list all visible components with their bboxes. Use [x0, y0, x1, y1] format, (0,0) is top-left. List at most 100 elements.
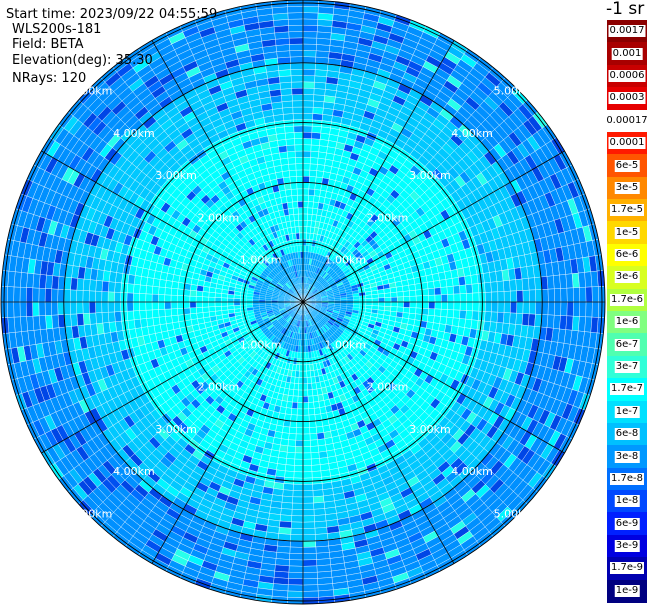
ppi-cell: [547, 301, 555, 316]
ppi-cell: [291, 515, 304, 523]
ppi-cell: [290, 528, 304, 535]
ppi-cell: [447, 301, 455, 311]
ppi-cell: [302, 389, 309, 397]
ppi-cell: [309, 420, 317, 428]
ppi-cell: [307, 395, 314, 403]
ppi-cell: [146, 317, 155, 327]
ppi-cell: [313, 502, 325, 510]
ppi-cell: [365, 294, 373, 299]
ppi-cell: [302, 458, 312, 466]
ppi-cell: [196, 312, 204, 319]
ppi-cell: [503, 280, 511, 292]
ppi-cell: [313, 508, 326, 516]
ppi-cell: [283, 483, 294, 491]
ppi-cell: [302, 138, 312, 146]
ppi-cell: [284, 125, 295, 134]
ppi-cell: [415, 289, 423, 297]
ppi-cell: [302, 188, 310, 196]
ppi-cell: [95, 290, 103, 303]
ppi-cell: [76, 289, 84, 303]
ppi-cell: [302, 414, 310, 422]
ppi-cell: [286, 144, 296, 152]
ppi-cell: [233, 305, 241, 310]
ppi-cell: [101, 301, 109, 313]
ppi-cell: [287, 207, 294, 216]
ppi-cell: [451, 317, 460, 327]
ppi-cell: [459, 284, 467, 294]
ppi-cell: [278, 527, 292, 535]
ppi-cell: [280, 508, 293, 516]
ppi-cell: [302, 352, 307, 359]
ppi-cell: [307, 383, 313, 391]
ppi-cell: [164, 308, 172, 317]
ppi-cell: [294, 150, 304, 158]
ppi-cell: [291, 188, 298, 196]
ppi-cell: [510, 290, 518, 303]
ppi-cell: [312, 388, 319, 397]
ppi-cell: [297, 389, 304, 397]
ppi-cell: [440, 286, 448, 295]
ppi-cell: [302, 427, 311, 435]
ppi-cell: [296, 421, 304, 428]
ppi-cell: [297, 402, 304, 410]
ppi-cell: [302, 528, 316, 535]
ppi-cell: [389, 286, 398, 293]
ppi-cell: [402, 307, 410, 314]
ppi-cell: [302, 452, 312, 460]
ppi-cell: [227, 301, 235, 307]
ppi-cell: [177, 308, 185, 316]
ppi-cell: [296, 414, 304, 422]
ppi-cell: [302, 484, 314, 491]
ppi-cell: [221, 309, 229, 316]
ppi-cell: [453, 301, 461, 311]
ppi-cell: [308, 414, 316, 422]
ppi-cell: [152, 309, 160, 318]
ppi-cell: [296, 182, 304, 190]
ppi-cell: [133, 284, 141, 294]
ppi-cell: [516, 290, 524, 303]
ppi-cell: [302, 194, 309, 202]
ppi-cell: [146, 277, 155, 287]
ppi-cell: [415, 307, 423, 315]
ppi-cell: [302, 131, 313, 139]
ppi-cell: [302, 408, 310, 416]
ppi-cell: [214, 297, 222, 303]
ppi-cell: [289, 420, 297, 428]
ppi-cell: [302, 471, 313, 479]
ppi-cell: [145, 301, 153, 311]
ppi-cell: [311, 458, 321, 466]
ppi-cell: [202, 291, 210, 298]
ppi-cell: [195, 301, 203, 308]
ppi-cell: [107, 301, 115, 313]
ppi-cell: [308, 195, 315, 203]
ppi-cell: [82, 313, 91, 326]
ppi-cell: [409, 290, 417, 297]
ppi-cell: [377, 288, 385, 295]
ppi-cell: [177, 301, 184, 309]
ppi-cell: [415, 301, 423, 309]
ppi-cell: [491, 291, 499, 303]
ppi-cell: [158, 301, 165, 310]
ppi-cell: [403, 296, 411, 303]
ppi-cell: [282, 426, 290, 434]
ppi-cell: [126, 301, 134, 312]
ppi-cell: [535, 301, 543, 315]
ppi-cell: [302, 163, 311, 171]
ppi-cell: [108, 311, 116, 323]
ppi-cell: [316, 432, 325, 440]
ppi-cell: [316, 164, 325, 172]
ppi-cell: [70, 301, 77, 315]
ppi-cell: [302, 396, 309, 403]
ppi-cell: [151, 293, 159, 303]
ppi-cell: [139, 301, 147, 311]
ppi-cell: [554, 288, 562, 303]
ppi-cell: [302, 113, 314, 120]
ppi-cell: [302, 465, 313, 473]
ppi-cell: [298, 220, 304, 227]
ppi-cell: [309, 433, 318, 441]
ppi-cell: [302, 125, 313, 133]
ppi-cell: [427, 315, 435, 323]
ppi-cell: [447, 293, 455, 303]
ppi-cell: [227, 305, 235, 311]
ppi-cell: [281, 432, 290, 440]
